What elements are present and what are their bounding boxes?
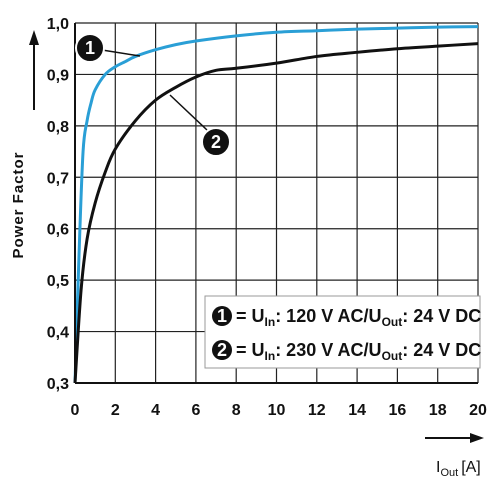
legend-entry-2: 2 = UIn: 230 V AC/UOut: 24 V DC [212,340,481,363]
x-tick-label-14: 14 [348,402,366,419]
x-axis-title-sub: Out [440,467,458,479]
y-tick-label-0,8: 0,8 [47,119,69,136]
y-tick-label-0,3: 0,3 [47,376,69,393]
y-axis-title: Power Factor [10,151,27,258]
callout-marker-1-label: 1 [85,38,95,58]
x-axis-title-main: I [436,459,440,476]
x-tick-label-0: 0 [71,402,80,419]
legend-text-1: = UIn: 120 V AC/UOut: 24 V DC [236,306,481,329]
x-axis-title: IOut [A] [436,459,481,479]
legend-entry-1: 1 = UIn: 120 V AC/UOut: 24 V DC [212,306,481,329]
legend: 1 = UIn: 120 V AC/UOut: 24 V DC 2 = UIn:… [204,295,481,369]
grid [75,22,479,383]
x-tick-label-8: 8 [232,402,241,419]
x-tick-label-12: 12 [308,402,326,419]
y-tick-label-1,0: 1,0 [47,16,69,33]
y-tick-label-0,6: 0,6 [47,222,69,239]
callout-marker-2-label: 2 [211,132,221,152]
y-axis-title-arrowhead [29,30,39,45]
y-tick-label-0,4: 0,4 [47,325,69,342]
legend-text-2: = UIn: 230 V AC/UOut: 24 V DC [236,340,481,363]
y-tick-label-0,7: 0,7 [47,170,69,187]
callout-leader-2 [169,94,208,131]
legend-marker-1 [212,306,232,326]
legend-marker-2 [212,340,232,360]
x-tick-label-18: 18 [429,402,447,419]
callout-marker-1 [75,33,105,63]
curve-callouts: 1 2 [75,33,231,157]
y-tick-label-0,5: 0,5 [47,273,69,290]
legend-marker-1-label: 1 [217,306,227,326]
callout-marker-2 [201,127,231,157]
x-tick-label-20: 20 [469,402,487,419]
y-tick-label-0,9: 0,9 [47,67,69,84]
x-tick-label-4: 4 [151,402,160,419]
x-tick-label-6: 6 [191,402,200,419]
x-axis-title-unit: [A] [461,459,481,476]
callout-leader-1 [101,49,141,57]
x-tick-label-10: 10 [268,402,286,419]
x-axis-title-arrowhead [470,433,484,443]
series-line-2 [73,42,479,384]
axes [74,23,478,384]
x-tick-label-16: 16 [389,402,407,419]
x-tick-label-2: 2 [111,402,120,419]
legend-box [204,295,481,369]
legend-marker-2-label: 2 [217,340,227,360]
tick-labels: 0 2 4 6 8 10 12 14 16 18 200,30,40,50,60,70,80,91,… [47,16,487,419]
